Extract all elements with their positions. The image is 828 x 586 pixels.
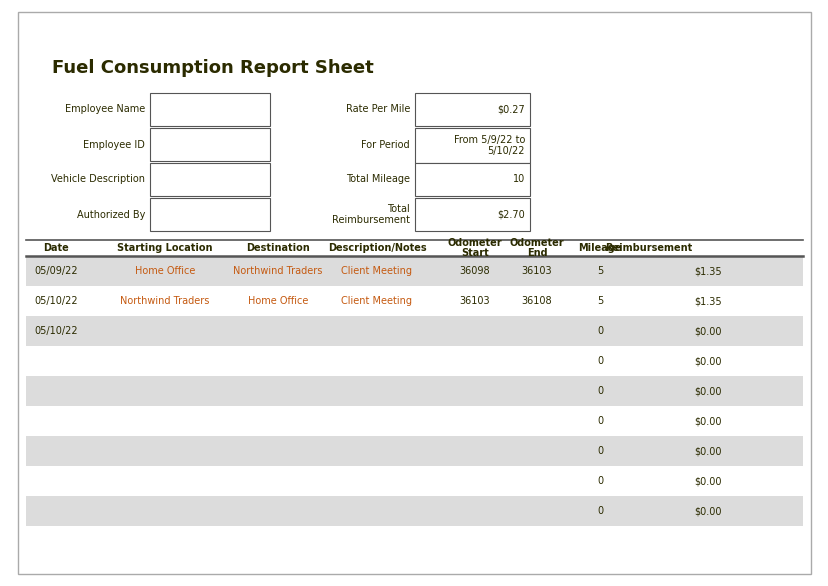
Text: 05/10/22: 05/10/22 (34, 326, 78, 336)
Text: $2.70: $2.70 (497, 210, 524, 220)
Text: $0.00: $0.00 (694, 356, 721, 366)
Text: Home Office: Home Office (135, 266, 195, 276)
Text: 0: 0 (596, 416, 602, 426)
Text: Rate Per Mile: Rate Per Mile (345, 104, 410, 114)
Bar (26, 436, 802, 466)
Text: 36098: 36098 (460, 266, 489, 276)
Bar (150, 128, 270, 161)
Text: Reimbursement: Reimbursement (604, 243, 691, 253)
Text: 0: 0 (596, 476, 602, 486)
Text: Client Meeting: Client Meeting (341, 296, 412, 306)
Text: From 5/9/22 to
5/10/22: From 5/9/22 to 5/10/22 (453, 135, 524, 156)
Text: Client Meeting: Client Meeting (341, 266, 412, 276)
Text: $0.27: $0.27 (497, 104, 524, 114)
Text: Mileage: Mileage (578, 243, 621, 253)
Text: For Period: For Period (361, 141, 410, 151)
Text: Home Office: Home Office (248, 296, 308, 306)
Text: $0.00: $0.00 (694, 476, 721, 486)
Text: 0: 0 (596, 356, 602, 366)
Text: 05/10/22: 05/10/22 (34, 296, 78, 306)
Bar (415, 198, 529, 231)
Text: 5: 5 (596, 296, 603, 306)
Text: Northwind Traders: Northwind Traders (233, 266, 322, 276)
Bar (415, 128, 529, 163)
Text: $0.00: $0.00 (694, 326, 721, 336)
Text: 36108: 36108 (521, 296, 551, 306)
Text: 36103: 36103 (460, 296, 489, 306)
Text: Odometer
End: Odometer End (509, 237, 564, 258)
Bar (415, 93, 529, 126)
Text: Date: Date (43, 243, 69, 253)
Text: 0: 0 (596, 326, 602, 336)
Text: $1.35: $1.35 (694, 266, 721, 276)
Text: Employee ID: Employee ID (83, 139, 145, 149)
Text: Description/Notes: Description/Notes (327, 243, 426, 253)
Bar (150, 163, 270, 196)
Text: Destination: Destination (246, 243, 310, 253)
Bar (150, 93, 270, 126)
Text: 05/09/22: 05/09/22 (34, 266, 78, 276)
Text: Starting Location: Starting Location (117, 243, 213, 253)
Text: $0.00: $0.00 (694, 506, 721, 516)
Text: $0.00: $0.00 (694, 446, 721, 456)
Text: Total
Reimbursement: Total Reimbursement (331, 204, 410, 225)
Text: Authorized By: Authorized By (76, 210, 145, 220)
Text: $1.35: $1.35 (694, 296, 721, 306)
Text: Vehicle Description: Vehicle Description (51, 175, 145, 185)
Text: $0.00: $0.00 (694, 386, 721, 396)
Text: 0: 0 (596, 446, 602, 456)
Bar (415, 163, 529, 196)
Bar (26, 256, 802, 286)
Bar (26, 376, 802, 406)
Text: 0: 0 (596, 506, 602, 516)
Text: Northwind Traders: Northwind Traders (120, 296, 209, 306)
Text: Total Mileage: Total Mileage (345, 175, 410, 185)
Bar (26, 316, 802, 346)
Text: 10: 10 (513, 175, 524, 185)
Text: 36103: 36103 (521, 266, 551, 276)
Bar (26, 496, 802, 526)
Text: 5: 5 (596, 266, 603, 276)
Text: $0.00: $0.00 (694, 416, 721, 426)
Text: Odometer
Start: Odometer Start (447, 237, 502, 258)
Text: Fuel Consumption Report Sheet: Fuel Consumption Report Sheet (52, 59, 373, 77)
Text: 0: 0 (596, 386, 602, 396)
Text: Employee Name: Employee Name (65, 104, 145, 114)
Bar (150, 198, 270, 231)
